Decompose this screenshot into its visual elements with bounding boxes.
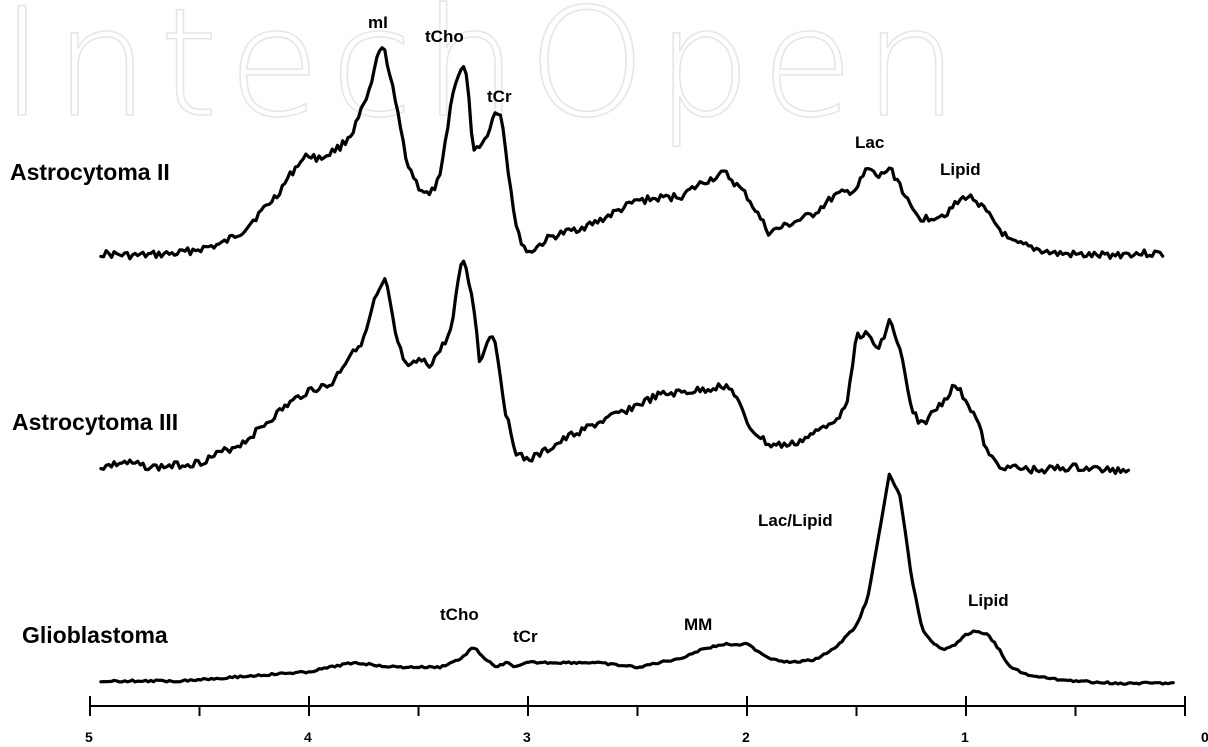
peak-label-lipid-gbm: Lipid — [968, 591, 1009, 610]
peak-label-tcho-astro2: tCho — [425, 27, 464, 46]
series-label-glioblastoma: Glioblastoma — [22, 622, 168, 648]
spectrum-line-glioblastoma — [99, 472, 1175, 686]
watermark: IntechOpen — [0, 0, 969, 151]
peak-label-lac-astro2: Lac — [855, 133, 884, 152]
x-tick-label: 3 — [523, 729, 531, 745]
peak-label-tcr-astro2: tCr — [487, 87, 512, 106]
peak-label-tcr-gbm: tCr — [513, 627, 538, 646]
x-tick-label: 2 — [742, 729, 750, 745]
peak-label-mm: MM — [684, 615, 712, 634]
peak-label-tcho-gbm: tCho — [440, 605, 479, 624]
peak-label-lipid-astro2: Lipid — [940, 160, 981, 179]
spectrum-line-astrocytoma-ii — [99, 46, 1165, 261]
spectra — [99, 46, 1175, 686]
series-label-astrocytoma-ii: Astrocytoma II — [10, 159, 170, 185]
peak-label-lac-lipid: Lac/Lipid — [758, 511, 833, 530]
x-tick-label: 1 — [961, 729, 969, 745]
x-axis: 5 4 3 2 1 0 — [85, 696, 1208, 745]
x-tick-label: 5 — [85, 729, 93, 745]
peak-label-mi: mI — [368, 13, 388, 32]
spectrum-line-astrocytoma-iii — [99, 259, 1131, 476]
x-tick-label: 0 — [1201, 729, 1208, 745]
x-tick-label: 4 — [304, 729, 312, 745]
series-label-astrocytoma-iii: Astrocytoma III — [12, 409, 178, 435]
